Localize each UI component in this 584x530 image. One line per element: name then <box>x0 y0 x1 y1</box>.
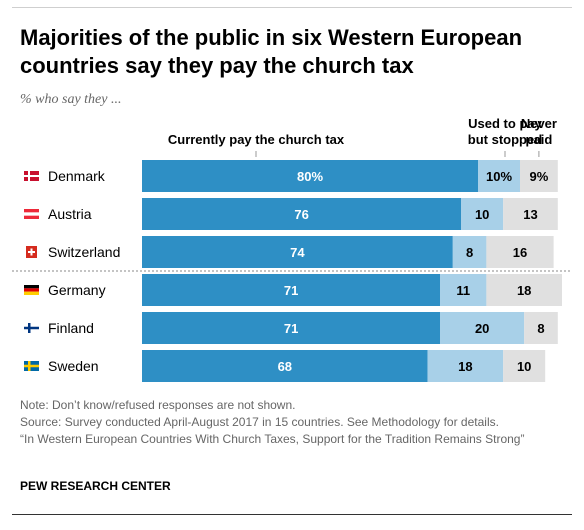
legend-label: Currently pay the church tax <box>168 132 345 147</box>
source-line: Source: Survey conducted April-August 20… <box>20 415 499 429</box>
chart-title: Majorities of the public in six Western … <box>20 25 523 78</box>
bar-segment <box>142 350 428 382</box>
data-label: 8 <box>537 321 544 336</box>
bar-segment <box>461 198 504 230</box>
bar-segment <box>503 350 546 382</box>
legend-label: but stopped <box>468 132 542 147</box>
data-label: 10 <box>475 207 489 222</box>
austria-flag-icon <box>24 209 39 219</box>
bar-segment <box>503 198 558 230</box>
data-label: 20 <box>475 321 489 336</box>
bar-segment <box>142 312 441 344</box>
note-line: Note: Don’t know/refused responses are n… <box>20 398 296 412</box>
bar-segment <box>427 350 504 382</box>
data-label: 74 <box>290 245 305 260</box>
denmark-flag-icon <box>24 171 39 181</box>
country-label: Denmark <box>48 168 106 184</box>
bar-segment <box>486 236 554 268</box>
bar-segment <box>452 236 487 268</box>
pew-research-center-label: PEW RESEARCH CENTER <box>20 479 171 493</box>
country-label: Austria <box>48 206 92 222</box>
legend-label: Used to pay <box>468 116 542 131</box>
country-label: Sweden <box>48 358 99 374</box>
sweden-flag-icon <box>24 361 39 371</box>
data-label: 8 <box>466 245 473 260</box>
germany-flag-icon <box>24 285 39 295</box>
data-label: 11 <box>456 283 470 298</box>
bar-segment <box>440 312 525 344</box>
legend-label: paid <box>526 132 553 147</box>
switzerland-flag-icon <box>26 246 37 258</box>
bar-segment <box>524 312 558 344</box>
data-label: 10 <box>517 359 531 374</box>
stacked-bar-chart: Currently pay the church tax Used to payb… <box>12 116 572 382</box>
bar-segment <box>142 198 462 230</box>
bar-segment <box>440 274 487 306</box>
finland-flag-icon <box>24 323 39 333</box>
data-label: 18 <box>517 283 531 298</box>
data-label: 10% <box>486 169 512 184</box>
data-label: 13 <box>523 207 537 222</box>
bar-segment <box>142 236 453 268</box>
chart-subtitle: % who say they ... <box>20 92 122 107</box>
data-label: 76 <box>294 207 308 222</box>
bottom-rule <box>12 514 572 515</box>
top-rule <box>12 7 572 8</box>
bar-segment <box>478 160 520 192</box>
data-label: 71 <box>284 283 298 298</box>
chart-notes: Note: Don’t know/refused responses are n… <box>20 397 565 448</box>
country-label: Germany <box>48 282 106 298</box>
data-label: 71 <box>284 321 298 336</box>
data-label: 68 <box>278 359 292 374</box>
bar-segment <box>486 274 562 306</box>
data-label: 80% <box>297 169 323 184</box>
data-label: 16 <box>513 245 527 260</box>
report-title-line: “In Western European Countries With Chur… <box>20 432 525 446</box>
bar-segment <box>520 160 558 192</box>
data-label: 18 <box>458 359 472 374</box>
legend-label: Never <box>521 116 557 131</box>
country-label: Finland <box>48 320 94 336</box>
bar-segment <box>142 160 478 192</box>
country-label: Switzerland <box>48 244 120 260</box>
bar-segment <box>142 274 441 306</box>
data-label: 9% <box>530 169 549 184</box>
